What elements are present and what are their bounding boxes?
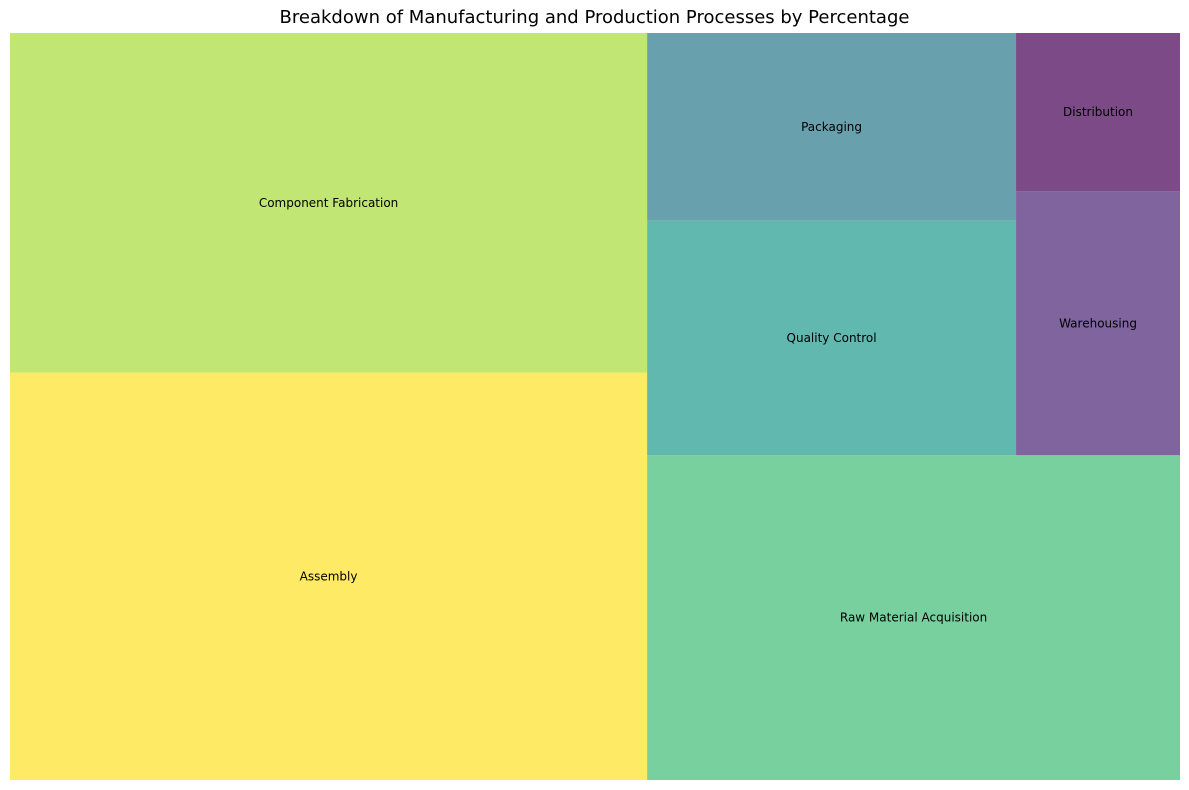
tile-rect-warehousing [1016,191,1180,456]
tile-packaging: Packaging [647,33,1017,221]
tile-label-assembly: Assembly [300,569,358,583]
tile-label-quality-control: Quality Control [787,331,877,345]
tile-assembly: Assembly [10,372,648,780]
tile-rect-packaging [647,33,1017,221]
tile-rect-component-fabrication [10,33,648,373]
tile-label-warehousing: Warehousing [1059,316,1137,330]
tile-label-raw-material-acquisition: Raw Material Acquisition [840,611,987,625]
tile-component-fabrication: Component Fabrication [10,33,648,373]
tile-label-component-fabrication: Component Fabrication [259,196,398,210]
tile-rect-raw-material-acquisition [647,455,1180,780]
tile-rect-assembly [10,372,648,780]
tile-quality-control: Quality Control [647,220,1017,456]
tile-label-distribution: Distribution [1063,105,1133,119]
tile-warehousing: Warehousing [1016,191,1180,456]
tile-distribution: Distribution [1016,33,1180,192]
tile-rect-quality-control [647,220,1017,456]
tile-rect-distribution [1016,33,1180,192]
tile-raw-material-acquisition: Raw Material Acquisition [647,455,1180,780]
chart-title: Breakdown of Manufacturing and Productio… [279,7,910,28]
tile-label-packaging: Packaging [801,120,862,134]
